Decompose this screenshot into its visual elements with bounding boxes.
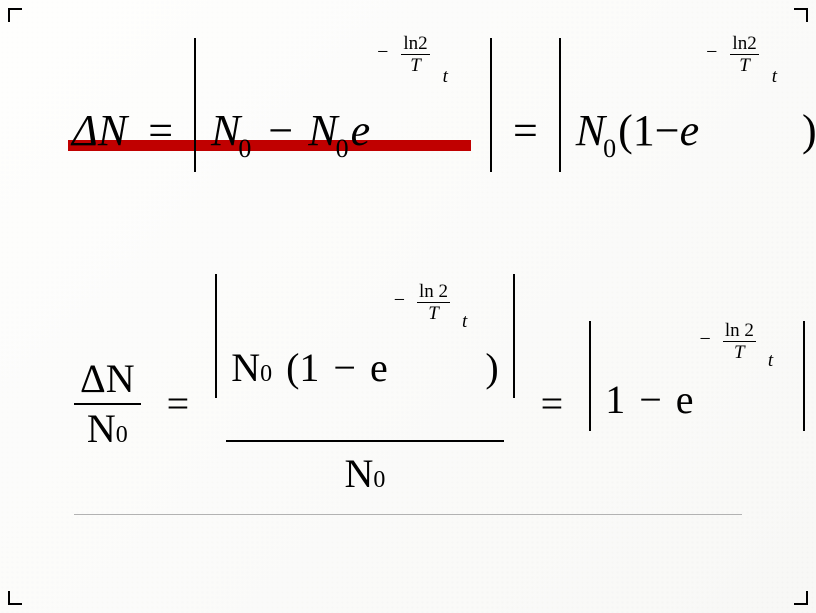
divider-line	[74, 514, 742, 515]
eq1-rparen: )	[802, 106, 816, 155]
eq1-N0-b-0: 0	[336, 134, 349, 163]
eq1-N0-a-N: N	[211, 106, 240, 155]
eq2-exponent-1: − ln 2 T t	[394, 282, 468, 329]
eq2-equals-2: =	[541, 380, 564, 427]
eq1-minus-1: −	[268, 106, 293, 155]
equation-1: ΔN = N0 − N0e − ln2 T t = N0(1−e − ln2 T…	[72, 68, 816, 202]
eq1-lparen: (	[618, 106, 633, 155]
eq1-N0-c-0: 0	[603, 134, 616, 163]
eq2-midfrac: N0 (1 − e − ln 2 T t ) N0	[215, 310, 514, 497]
eq2-equals-1: =	[167, 380, 190, 427]
eq1-e-2: e	[680, 106, 700, 155]
eq1-minus-2: −	[655, 106, 680, 155]
eq2-abs-bar	[513, 274, 515, 398]
eq1-N-left: N	[98, 106, 127, 155]
corner-marker-tl	[8, 8, 22, 22]
eq1-one: 1	[633, 106, 655, 155]
eq2-leftfrac: ΔN N0	[74, 355, 141, 453]
eq1-N0-c-N: N	[576, 106, 605, 155]
eq2-abs-bar	[215, 274, 217, 398]
equation-2: ΔN N0 = N0 (1 − e − ln 2 T	[74, 310, 805, 497]
eq2-abs-bar	[589, 321, 591, 431]
corner-marker-bl	[8, 591, 22, 605]
eq2-exponent-2: − ln 2 T t	[700, 321, 774, 368]
eq1-N0-b-N: N	[308, 106, 337, 155]
eq1-equals-1: =	[148, 106, 173, 155]
eq2-right: 1 − e − ln 2 T t	[589, 349, 805, 459]
eq1-abs-bar	[194, 38, 196, 172]
eq1-exponent-2: − ln2 T t	[706, 34, 777, 85]
corner-marker-tr	[794, 8, 808, 22]
eq1-delta: Δ	[72, 106, 98, 155]
corner-marker-br	[794, 591, 808, 605]
eq1-N0-a-0: 0	[238, 134, 251, 163]
eq1-exponent-1: − ln2 T t	[377, 34, 448, 85]
eq1-abs-bar	[559, 38, 561, 172]
eq1-equals-2: =	[513, 106, 538, 155]
eq1-abs-bar	[490, 38, 492, 172]
eq2-abs-bar	[803, 321, 805, 431]
eq1-e-1: e	[351, 106, 371, 155]
